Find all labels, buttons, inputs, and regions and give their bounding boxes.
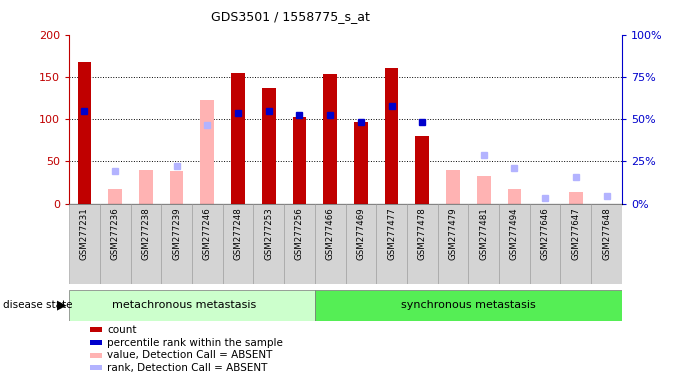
Bar [407,204,437,284]
Text: GSM277648: GSM277648 [602,208,611,260]
Text: GSM277494: GSM277494 [510,208,519,260]
Text: GSM277479: GSM277479 [448,208,457,260]
Bar [284,204,315,284]
Bar [446,170,460,204]
Bar [346,204,376,284]
Bar [170,171,184,204]
Bar [223,204,254,284]
Bar [354,122,368,204]
Text: GSM277236: GSM277236 [111,208,120,260]
Bar [131,204,161,284]
Bar [292,116,306,204]
Text: GSM277647: GSM277647 [571,208,580,260]
Text: percentile rank within the sample: percentile rank within the sample [107,338,283,348]
Bar [161,204,192,284]
Bar [560,204,591,284]
Text: GDS3501 / 1558775_s_at: GDS3501 / 1558775_s_at [211,10,370,23]
Text: metachronous metastasis: metachronous metastasis [112,300,256,310]
Bar [69,290,315,321]
Text: GSM277466: GSM277466 [325,208,334,260]
Bar [499,204,530,284]
Text: ▶: ▶ [57,299,66,312]
Text: rank, Detection Call = ABSENT: rank, Detection Call = ABSENT [107,363,267,373]
Bar [108,189,122,204]
Text: GSM277248: GSM277248 [234,208,243,260]
Bar [591,204,622,284]
Bar [530,204,560,284]
Text: GSM277469: GSM277469 [357,208,366,260]
Bar [139,170,153,204]
Text: GSM277481: GSM277481 [479,208,489,260]
Bar [77,61,91,204]
Bar [69,204,100,284]
Text: count: count [107,325,137,335]
Text: disease state: disease state [3,300,73,310]
Bar [100,204,131,284]
Text: GSM277478: GSM277478 [418,208,427,260]
Bar [315,290,622,321]
Bar [437,204,468,284]
Bar [262,88,276,204]
Text: GSM277256: GSM277256 [295,208,304,260]
Bar [385,68,399,204]
Bar [192,204,223,284]
Bar [415,136,429,204]
Bar [254,204,284,284]
Bar [315,204,346,284]
Bar [200,101,214,204]
Text: value, Detection Call = ABSENT: value, Detection Call = ABSENT [107,350,272,360]
Bar [231,73,245,204]
Text: synchronous metastasis: synchronous metastasis [401,300,536,310]
Bar [376,204,407,284]
Bar [507,189,521,204]
Bar [477,177,491,204]
Text: GSM277246: GSM277246 [202,208,212,260]
Text: GSM277253: GSM277253 [264,208,273,260]
Text: GSM277477: GSM277477 [387,208,396,260]
Text: GSM277239: GSM277239 [172,208,181,260]
Text: GSM277646: GSM277646 [540,208,549,260]
Text: GSM277231: GSM277231 [80,208,89,260]
Bar [323,74,337,204]
Bar [468,204,499,284]
Bar [569,192,583,204]
Text: GSM277238: GSM277238 [142,208,151,260]
